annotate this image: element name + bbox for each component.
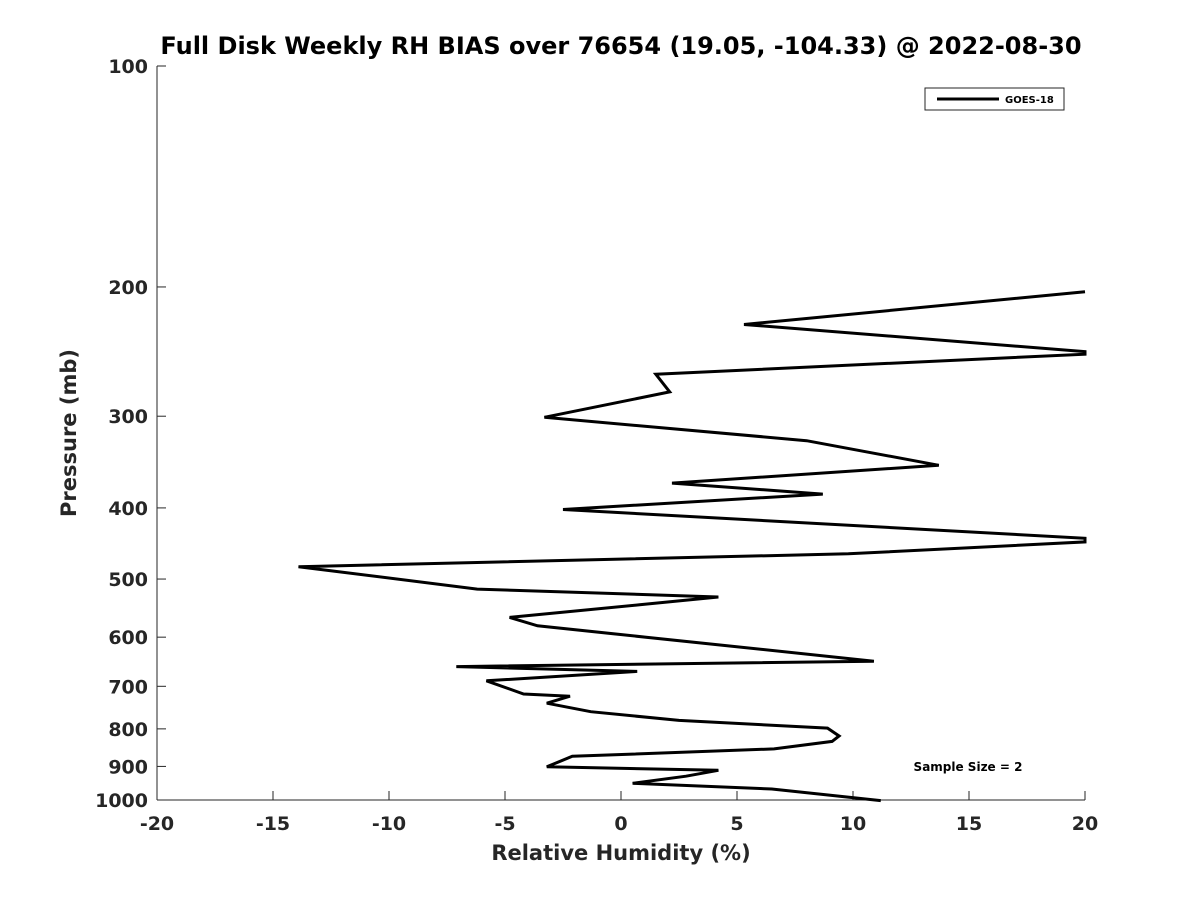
- y-tick-label: 600: [108, 627, 148, 649]
- y-tick-label: 300: [108, 406, 148, 428]
- y-tick-label: 700: [108, 676, 148, 698]
- y-axis-label: Pressure (mb): [57, 349, 81, 517]
- y-tick-label: 100: [108, 56, 148, 78]
- x-ticks: -20 -15 -10 -5 0 5 10 15 20: [140, 791, 1098, 835]
- x-tick-label: -15: [256, 813, 290, 835]
- series-line-goes-18: [298, 290, 1087, 803]
- y-tick-label: 900: [108, 756, 148, 778]
- legend-label-goes-18: GOES-18: [1005, 95, 1054, 106]
- x-axis-label: Relative Humidity (%): [491, 841, 750, 865]
- chart-title: Full Disk Weekly RH BIAS over 76654 (19.…: [160, 32, 1081, 60]
- y-tick-label: 800: [108, 719, 148, 741]
- legend: GOES-18: [924, 87, 1065, 111]
- y-ticks: 100 200 300 400 500 600 700 800 900 1000: [95, 56, 166, 812]
- x-tick-label: 20: [1072, 813, 1098, 835]
- y-tick-label: 400: [108, 498, 148, 520]
- x-tick-label: 0: [614, 813, 627, 835]
- y-tick-label: 500: [108, 569, 148, 591]
- y-tick-label: 1000: [95, 790, 148, 812]
- sample-size-annotation: Sample Size = 2: [914, 760, 1023, 774]
- x-tick-label: -20: [140, 813, 174, 835]
- x-tick-label: 5: [730, 813, 743, 835]
- x-tick-label: 10: [840, 813, 866, 835]
- x-tick-label: -10: [372, 813, 406, 835]
- plot-area: [156, 66, 1085, 801]
- y-tick-label: 200: [108, 277, 148, 299]
- x-tick-label: -5: [494, 813, 515, 835]
- x-tick-label: 15: [956, 813, 982, 835]
- series-layer: [298, 290, 1087, 803]
